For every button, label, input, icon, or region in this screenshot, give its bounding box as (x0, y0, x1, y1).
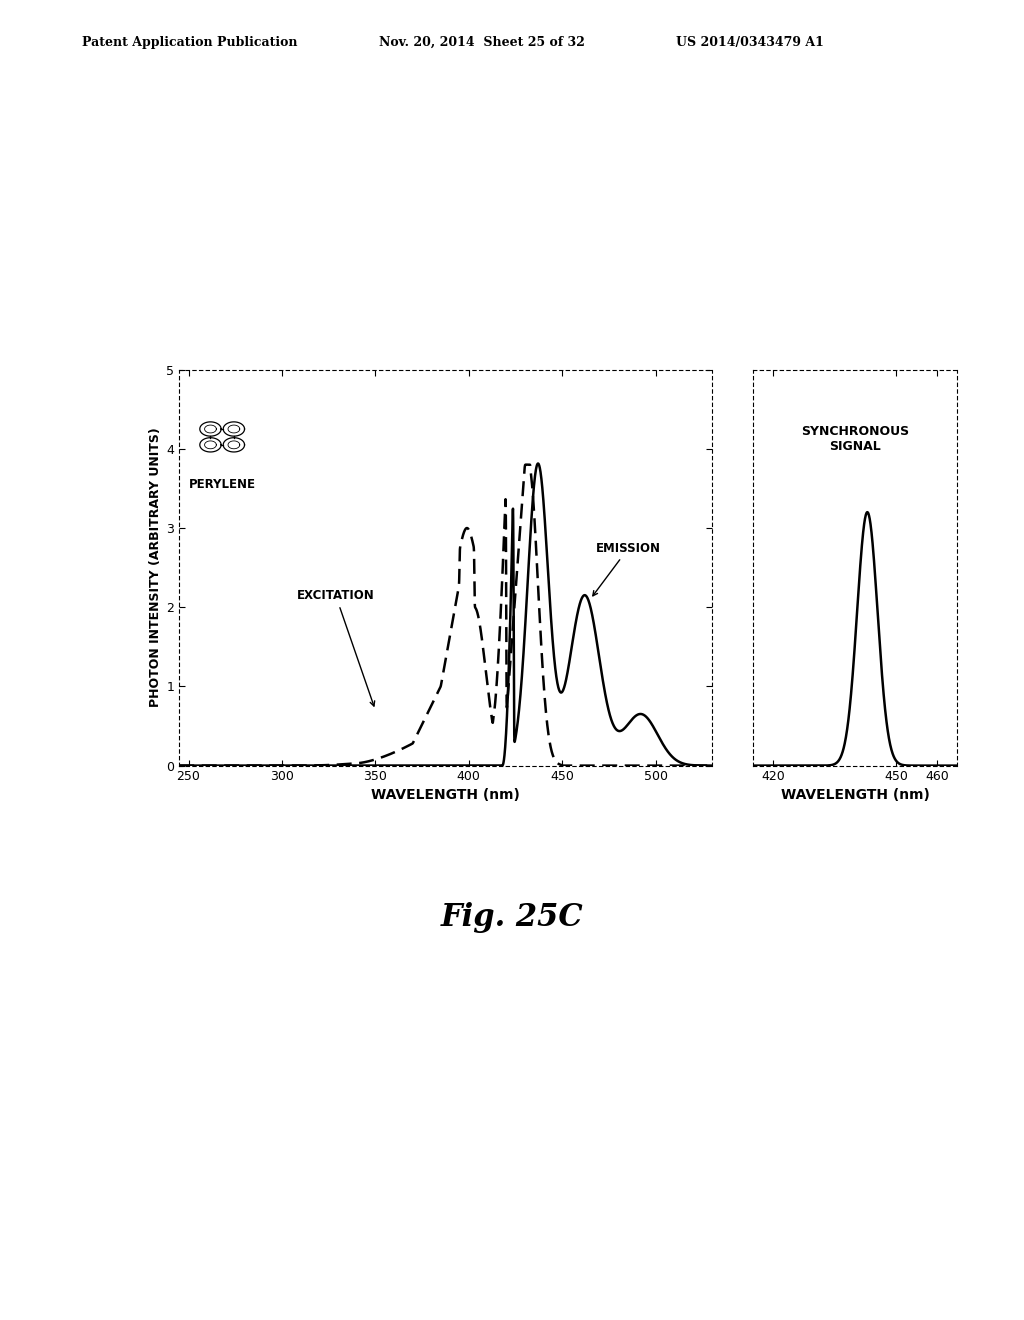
Y-axis label: PHOTON INTENSITY (ARBITRARY UNITS): PHOTON INTENSITY (ARBITRARY UNITS) (150, 428, 162, 708)
X-axis label: WAVELENGTH (nm): WAVELENGTH (nm) (371, 788, 520, 801)
Text: US 2014/0343479 A1: US 2014/0343479 A1 (676, 36, 823, 49)
Text: Nov. 20, 2014  Sheet 25 of 32: Nov. 20, 2014 Sheet 25 of 32 (379, 36, 585, 49)
Text: SYNCHRONOUS
SIGNAL: SYNCHRONOUS SIGNAL (801, 425, 909, 453)
Text: Fig. 25C: Fig. 25C (440, 902, 584, 933)
Text: Patent Application Publication: Patent Application Publication (82, 36, 297, 49)
Text: EMISSION: EMISSION (593, 541, 660, 595)
Text: EXCITATION: EXCITATION (297, 589, 375, 706)
X-axis label: WAVELENGTH (nm): WAVELENGTH (nm) (780, 788, 930, 801)
Text: PERYLENE: PERYLENE (188, 478, 256, 491)
